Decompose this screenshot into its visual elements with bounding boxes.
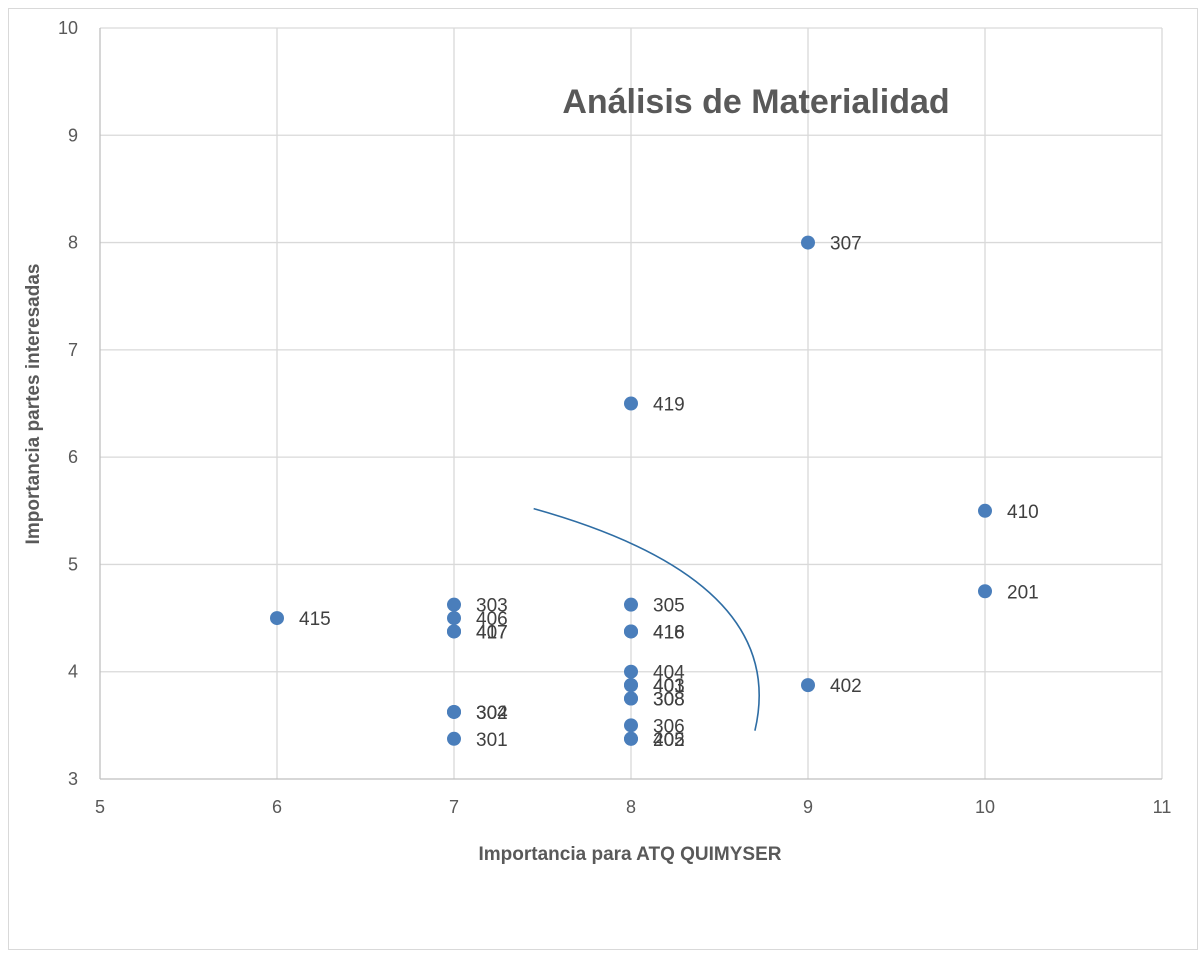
- y-axis-title: Importancia partes interesadas: [23, 264, 44, 545]
- data-point: [624, 678, 638, 693]
- data-label: 306: [653, 716, 685, 737]
- data-label: 403: [653, 676, 685, 697]
- y-tick-label: 7: [68, 340, 78, 360]
- x-tick-label: 9: [803, 797, 813, 817]
- data-label: 307: [830, 234, 862, 255]
- data-label: 416: [653, 622, 685, 643]
- x-tick-label: 10: [975, 797, 995, 817]
- y-tick-label: 6: [68, 447, 78, 467]
- materiality-curve: [533, 507, 760, 731]
- data-label: 402: [830, 676, 862, 697]
- data-label: 302: [476, 703, 508, 724]
- x-tick-label: 5: [95, 797, 105, 817]
- data-label: 308: [653, 690, 685, 711]
- data-label: 201: [1007, 582, 1039, 603]
- data-label: 404: [653, 663, 685, 684]
- data-point: [447, 731, 461, 746]
- x-tick-label: 6: [272, 797, 282, 817]
- data-label: 304: [476, 703, 508, 724]
- data-label: 405: [653, 730, 685, 751]
- data-label: 410: [1007, 502, 1039, 523]
- x-axis-title: Importancia para ATQ QUIMYSER: [479, 844, 782, 865]
- data-point: [801, 678, 815, 693]
- data-label: 202: [653, 730, 685, 751]
- data-label: 415: [299, 609, 331, 630]
- x-tick-label: 11: [1153, 797, 1172, 817]
- x-tick-label: 8: [626, 797, 636, 817]
- y-tick-label: 3: [68, 769, 78, 789]
- data-label: 419: [653, 395, 685, 416]
- data-point: [624, 597, 638, 612]
- data-point: [447, 611, 461, 626]
- data-point: [624, 396, 638, 411]
- data-label: 305: [653, 596, 685, 617]
- data-label: 417: [476, 622, 508, 643]
- data-label: 301: [476, 730, 508, 751]
- materiality-curve-layer: [533, 507, 760, 731]
- data-label: 407: [476, 622, 508, 643]
- data-points: [270, 235, 992, 746]
- data-point: [624, 718, 638, 733]
- data-point: [624, 691, 638, 706]
- y-tick-label: 4: [68, 662, 78, 682]
- y-tick-label: 5: [68, 554, 78, 574]
- data-point: [624, 664, 638, 679]
- data-point: [270, 611, 284, 626]
- y-tick-label: 9: [68, 125, 78, 145]
- data-label: 418: [653, 622, 685, 643]
- data-point: [978, 503, 992, 518]
- data-point: [624, 624, 638, 639]
- chart-area: [8, 8, 1198, 950]
- data-point: [447, 624, 461, 639]
- data-point: [624, 731, 638, 746]
- data-point: [447, 704, 461, 719]
- chart-title: Análisis de Materialidad: [562, 83, 949, 121]
- x-tick-label: 7: [449, 797, 459, 817]
- data-label: 308: [653, 690, 685, 711]
- y-tick-label: 8: [68, 233, 78, 253]
- data-point: [447, 597, 461, 612]
- data-label: 303: [476, 596, 508, 617]
- data-label: 401: [653, 676, 685, 697]
- gridlines: [100, 27, 1163, 779]
- axes: 5 6 7 8 9 10 11 3 4 5 6 7 8 9 10: [58, 18, 1171, 817]
- data-point: [801, 235, 815, 250]
- data-label: 406: [476, 609, 508, 630]
- data-point: [978, 584, 992, 599]
- y-tick-label: 10: [58, 18, 78, 38]
